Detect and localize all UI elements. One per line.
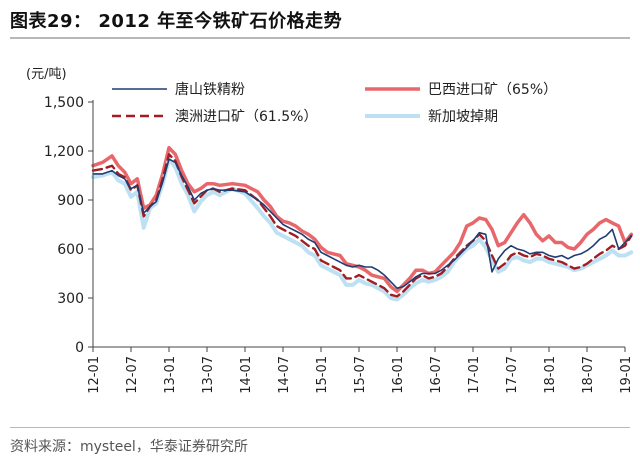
y-tick-label: 1,500 — [44, 95, 84, 111]
x-tick-label: 13-07 — [201, 356, 216, 394]
y-tick-label: 1,200 — [44, 144, 84, 160]
legend: 巴西进口矿（65%） 新加坡掉期 澳洲进口矿（61.5%） 唐山铁精粉 — [112, 81, 557, 125]
x-tick-label: 17-01 — [467, 356, 482, 394]
x-tick-label: 12-01 — [87, 356, 102, 394]
axes — [92, 100, 625, 348]
y-tick-label: 300 — [57, 291, 84, 307]
y-tick-label: 0 — [75, 340, 84, 356]
legend-label-tangshan: 唐山铁精粉 — [175, 81, 245, 98]
x-tick-label: 16-07 — [429, 356, 444, 394]
x-tick-label: 16-01 — [391, 356, 406, 394]
x-tick-label: 15-07 — [353, 356, 368, 394]
y-tick-label: 600 — [57, 242, 84, 258]
x-axis-ticks: 12-01 12-07 13-01 13-07 14-01 14-07 15-01 15-07… — [87, 347, 634, 394]
y-axis-unit-label: (元/吨) — [26, 67, 67, 82]
x-tick-label: 15-01 — [315, 356, 330, 394]
x-tick-label: 14-07 — [277, 356, 292, 394]
x-tick-label: 18-07 — [581, 356, 596, 394]
series-line-brazil — [91, 145, 634, 294]
x-tick-label: 12-07 — [125, 356, 140, 394]
x-tick-label: 19-01 — [619, 356, 634, 394]
y-axis-ticks: 0 300 600 900 1,200 1,500 — [44, 95, 93, 356]
legend-label-brazil: 巴西进口矿（65%） — [428, 82, 557, 98]
source-note: 资料来源：mysteel，华泰证券研究所 — [10, 439, 248, 455]
series-line-australia — [91, 153, 633, 298]
series-line-tangshan — [92, 158, 633, 289]
series-layer — [91, 145, 634, 302]
legend-label-australia: 澳洲进口矿（61.5%） — [175, 109, 317, 125]
title-rule — [10, 37, 630, 39]
figure-title: 图表29： 2012 年至今铁矿石价格走势 — [10, 11, 343, 32]
y-tick-label: 900 — [57, 193, 84, 209]
series-line-singapore — [91, 157, 634, 302]
x-tick-label: 13-01 — [163, 356, 178, 394]
x-tick-label: 18-01 — [543, 356, 558, 394]
x-tick-label: 14-01 — [239, 356, 254, 394]
legend-label-singapore: 新加坡掉期 — [428, 109, 498, 125]
source-rule — [10, 427, 630, 428]
x-tick-label: 17-07 — [505, 356, 520, 394]
